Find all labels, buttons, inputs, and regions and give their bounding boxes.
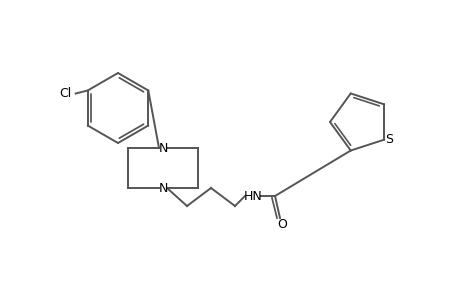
Text: S: S: [385, 133, 392, 146]
Text: O: O: [276, 218, 286, 232]
Text: N: N: [158, 142, 168, 154]
Text: Cl: Cl: [59, 87, 72, 100]
Text: N: N: [158, 182, 168, 194]
Text: HN: HN: [243, 190, 262, 202]
